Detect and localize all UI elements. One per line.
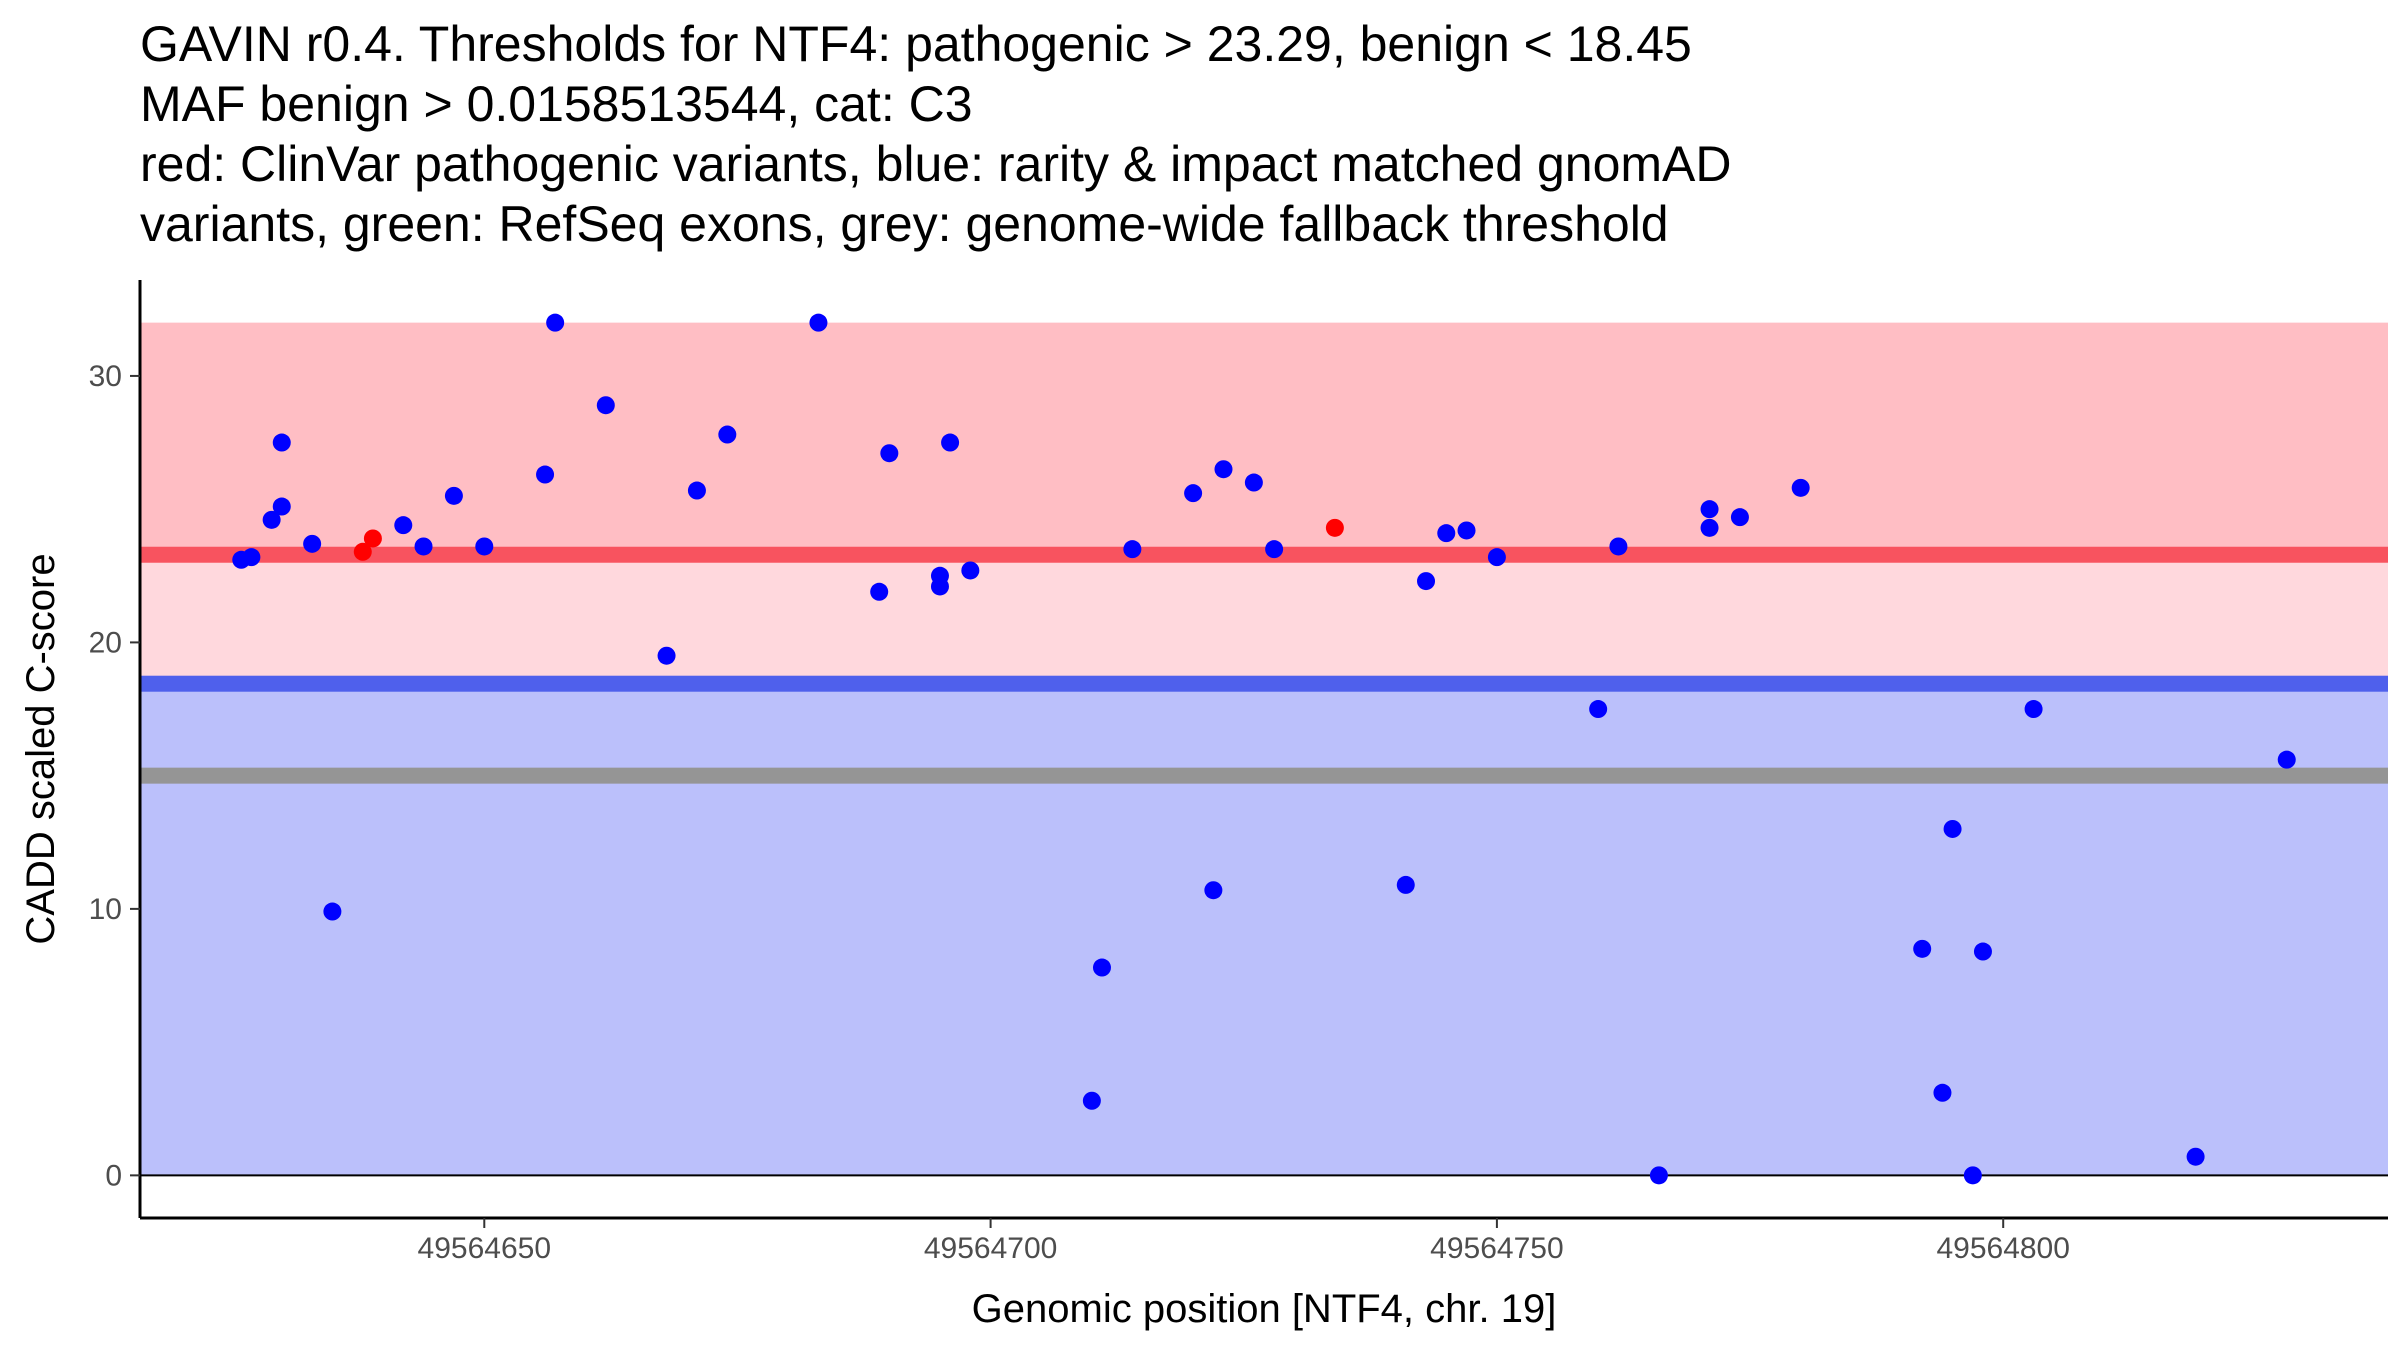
gnomad-point xyxy=(414,537,433,556)
gnomad-point xyxy=(1437,524,1456,543)
gnomad-point xyxy=(596,396,615,415)
gnomad-point xyxy=(1700,500,1719,519)
gnomad-point xyxy=(1244,473,1263,492)
y-tick-label: 10 xyxy=(89,893,122,926)
gnomad-point xyxy=(475,537,494,556)
gnomad-point xyxy=(242,548,261,567)
gnomad-point xyxy=(272,497,291,516)
gnomad-point xyxy=(272,433,291,452)
pathogenic-threshold-line xyxy=(140,546,2388,563)
gnomad-point xyxy=(1204,881,1223,900)
x-tick-label: 49564750 xyxy=(1430,1232,1563,1265)
gnomad-point xyxy=(1082,1091,1101,1110)
gnomad-point xyxy=(1184,484,1203,503)
gnomad-series xyxy=(232,313,2296,1185)
gnomad-point xyxy=(2277,750,2296,769)
y-tick-label: 30 xyxy=(89,360,122,393)
gnomad-point xyxy=(657,646,676,665)
gnomad-point xyxy=(1265,540,1284,559)
y-axis-ticks: 0 10 20 30 xyxy=(89,360,140,1192)
gnomad-point xyxy=(1700,518,1719,537)
gnomad-point xyxy=(303,534,322,553)
gnomad-point xyxy=(1214,460,1233,479)
gnomad-point xyxy=(1791,478,1810,497)
x-axis-ticks: 49564650 49564700 49564750 49564800 xyxy=(418,1218,2070,1265)
gnomad-point xyxy=(961,561,980,580)
clinvar-point xyxy=(1325,518,1344,537)
x-tick-label: 49564700 xyxy=(924,1232,1057,1265)
gnomad-point xyxy=(1417,572,1436,591)
y-tick-label: 0 xyxy=(105,1159,122,1192)
y-tick-label: 20 xyxy=(89,626,122,659)
benign-threshold-line xyxy=(140,675,2388,692)
gnomad-point xyxy=(536,465,555,484)
x-axis-title: Genomic position [NTF4, chr. 19] xyxy=(972,1287,1557,1331)
gnomad-point xyxy=(809,313,828,332)
clinvar-series xyxy=(353,518,1344,561)
y-axis-title: CADD scaled C-score xyxy=(19,553,63,944)
x-tick-label: 49564800 xyxy=(1936,1232,2069,1265)
title-line-4: variants, green: RefSeq exons, grey: gen… xyxy=(140,196,1669,252)
axes xyxy=(138,280,2388,1220)
gnomad-point xyxy=(394,516,413,535)
title-line-1: GAVIN r0.4. Thresholds for NTF4: pathoge… xyxy=(140,16,1692,72)
gnomad-point xyxy=(1730,508,1749,527)
gnomad-point xyxy=(687,481,706,500)
pathogenic-region xyxy=(140,322,2388,555)
chart-title: GAVIN r0.4. Thresholds for NTF4: pathoge… xyxy=(140,14,1731,254)
gnomad-point xyxy=(1963,1166,1982,1185)
gnomad-point xyxy=(1589,700,1608,719)
gnomad-point xyxy=(1396,875,1415,894)
gnomad-point xyxy=(1457,521,1476,540)
gnomad-point xyxy=(1123,540,1142,559)
title-line-3: red: ClinVar pathogenic variants, blue: … xyxy=(140,136,1732,192)
gnomad-point xyxy=(1092,958,1111,977)
gnomad-point xyxy=(1649,1166,1668,1185)
gnomad-point xyxy=(546,313,565,332)
gnomad-point xyxy=(444,486,463,505)
clinvar-point xyxy=(353,542,372,561)
gnomad-point xyxy=(930,577,949,596)
gnomad-point xyxy=(1913,939,1932,958)
variant-points xyxy=(232,313,2296,1185)
gnomad-point xyxy=(1933,1083,1952,1102)
gnomad-point xyxy=(1487,548,1506,567)
fallback-threshold-line xyxy=(140,767,2388,784)
title-line-2: MAF benign > 0.0158513544, cat: C3 xyxy=(140,76,973,132)
gnomad-point xyxy=(880,444,899,463)
clinvar-point xyxy=(363,529,382,548)
gnomad-point xyxy=(2024,700,2043,719)
benign-region xyxy=(140,683,2388,1176)
gnomad-point xyxy=(1943,819,1962,838)
gnomad-point xyxy=(870,582,889,601)
gnomad-point xyxy=(262,510,281,529)
gnomad-point xyxy=(2186,1147,2205,1166)
gnomad-point xyxy=(1609,537,1628,556)
uncertain-region xyxy=(140,554,2388,684)
gnomad-point xyxy=(1973,942,1992,961)
threshold-lines xyxy=(140,546,2388,784)
gnomad-point xyxy=(941,433,960,452)
x-tick-label: 49564650 xyxy=(418,1232,551,1265)
gnomad-point xyxy=(718,425,737,444)
threshold-bands xyxy=(140,322,2388,1176)
gnomad-point xyxy=(323,902,342,921)
